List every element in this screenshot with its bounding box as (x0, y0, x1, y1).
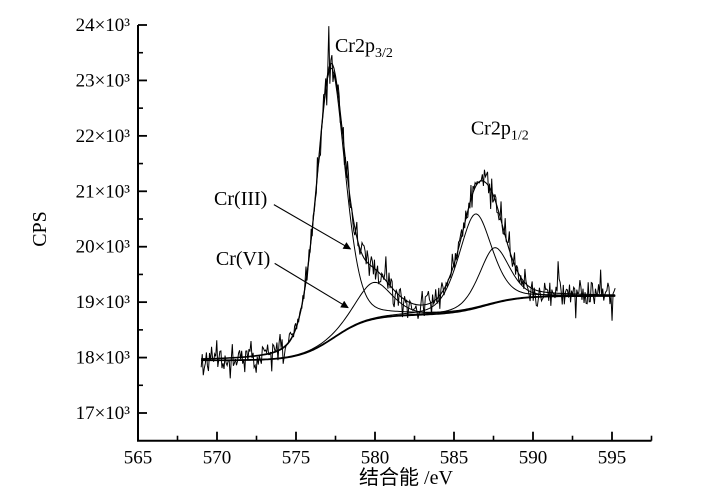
x-axis-tick-label: 565 (124, 448, 153, 469)
peak-label-cr2p1-2: Cr2p1/2 (471, 118, 529, 144)
axes: 17×10³ 18×10³ 19×10³ 20×10³ 21×10³ 22×10³ 23×1… (76, 15, 653, 469)
x-axis-tick-label: 595 (598, 448, 627, 469)
x-axis-tick-label: 570 (203, 448, 232, 469)
spectrum-curves (200, 26, 616, 379)
x-axis-tick-label: 580 (361, 448, 390, 469)
x-axis-tick-label: 590 (519, 448, 548, 469)
peak-label-subscript: 3/2 (375, 46, 393, 61)
y-axis-tick-label: 21×10³ (76, 181, 131, 202)
y-axis-tick-label: 22×10³ (76, 126, 131, 147)
peak-label-cr2p3-2: Cr2p3/2 (335, 35, 393, 61)
component-label-cr-iii: Cr(III) (214, 188, 267, 210)
component-label-cr-vi: Cr(VI) (216, 248, 270, 270)
annotation-arrow-cr-iii (273, 204, 352, 250)
y-axis-tick-label: 17×10³ (76, 403, 131, 424)
x-axis-tick-label: 585 (440, 448, 469, 469)
measured-spectrum-curve (200, 26, 616, 379)
annotation-arrow-cr-vi (274, 262, 349, 309)
y-axis-tick-label: 24×10³ (76, 15, 131, 36)
annotation-arrows (273, 204, 352, 309)
y-axis-tick-label: 20×10³ (76, 237, 131, 258)
shirley-background-curve (201, 295, 616, 362)
x-axis-title: 结合能 /eV (359, 466, 453, 489)
x-axis-tick-label: 575 (282, 448, 311, 469)
y-axis-tick-label: 23×10³ (76, 70, 131, 91)
y-axis-tick-label: 18×10³ (76, 348, 131, 369)
peak-label-main-text: Cr2p (335, 35, 375, 57)
y-axis-tick-label: 19×10³ (76, 292, 131, 313)
peak-label-main-text: Cr2p (471, 118, 511, 140)
y-axis-title: CPS (29, 211, 51, 247)
peak-label-subscript: 1/2 (511, 129, 529, 144)
axis-frame (137, 25, 652, 442)
cr-iii-2p1-2-component-curve (201, 213, 616, 361)
